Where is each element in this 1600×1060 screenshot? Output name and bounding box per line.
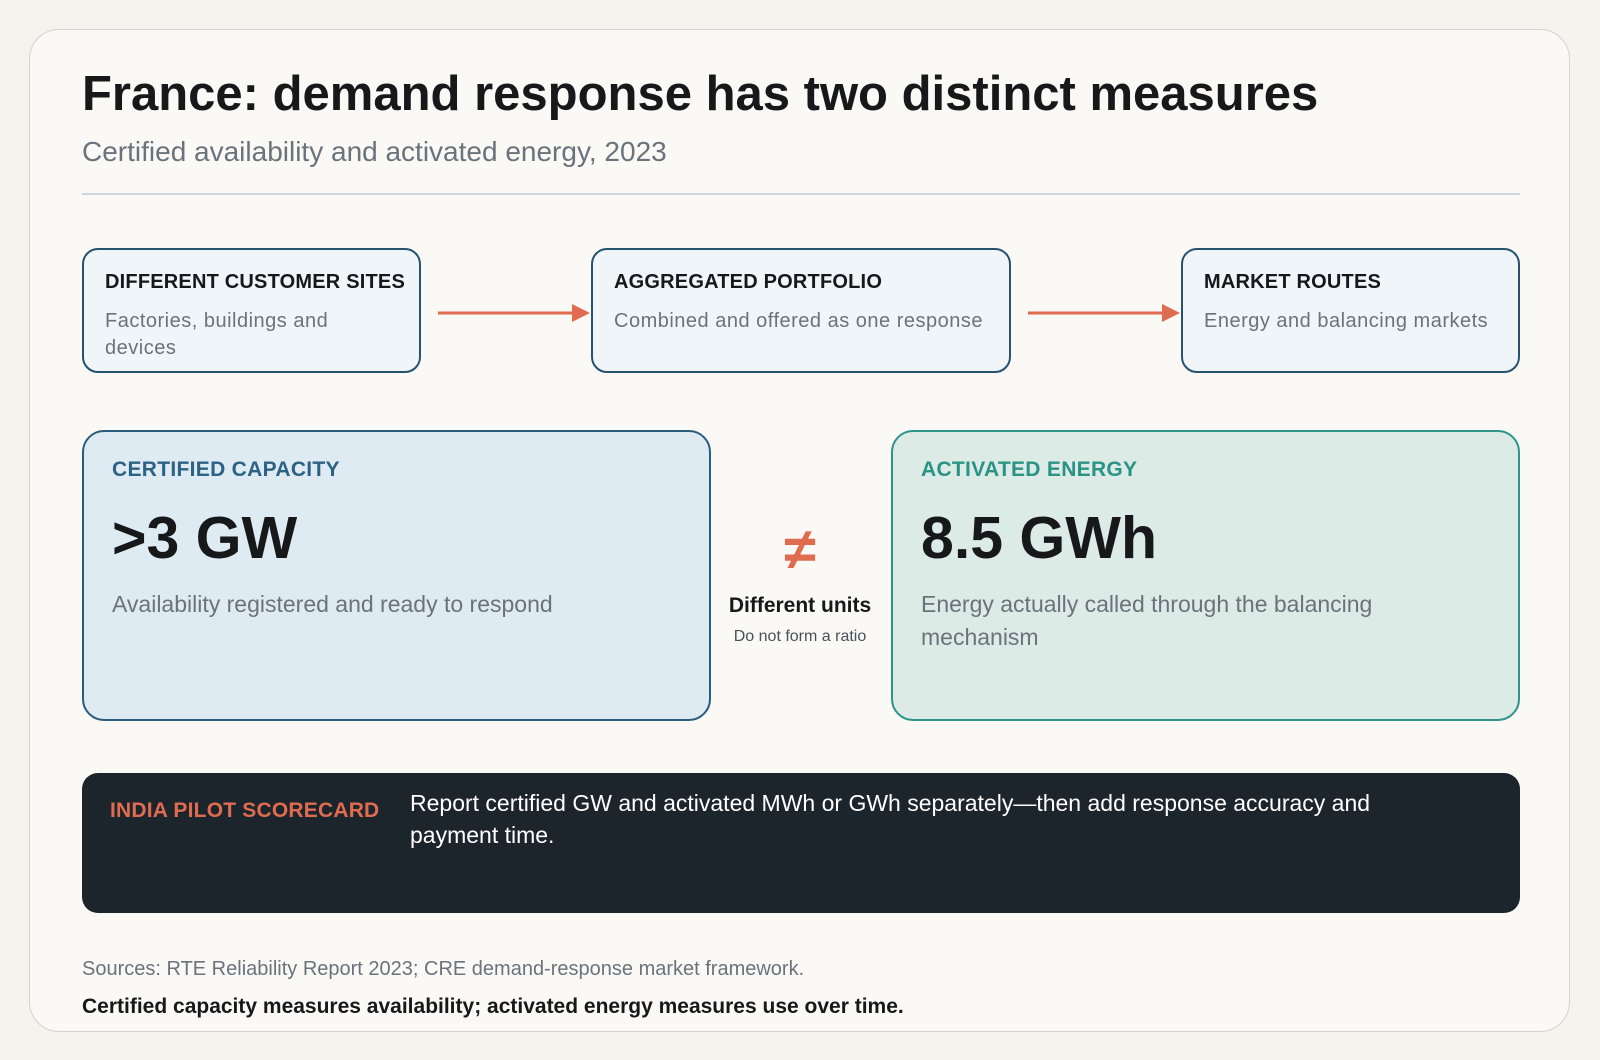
metric-label: ACTIVATED ENERGY — [921, 458, 1138, 481]
takeaway-note: Certified capacity measures availability… — [82, 995, 904, 1018]
flow-step-desc: Energy and balancing markets — [1204, 310, 1489, 332]
metric-value: 8.5 GWh — [921, 505, 1158, 571]
page-title: France: demand response has two distinct… — [82, 67, 1319, 121]
flow-step-market-routes: MARKET ROUTES Energy and balancing marke… — [1181, 248, 1520, 373]
page-subtitle: Certified availability and activated ene… — [82, 136, 667, 167]
scorecard-text: Report certified GW and activated MWh or… — [410, 790, 1371, 848]
flow-step-desc: Factories, buildings and devices — [105, 310, 329, 359]
flow-step-title: MARKET ROUTES — [1204, 271, 1382, 293]
right-arrow-icon — [1028, 304, 1180, 322]
india-pilot-scorecard: INDIA PILOT SCORECARD Report certified G… — [82, 773, 1520, 913]
metric-desc: Energy actually called through the balan… — [921, 591, 1373, 650]
sources-note: Sources: RTE Reliability Report 2023; CR… — [82, 958, 805, 980]
metric-desc: Availability registered and ready to res… — [112, 591, 553, 617]
metric-value: >3 GW — [112, 505, 298, 571]
comparison-block: ≠ Different units Do not form a ratio — [712, 520, 888, 646]
flow-step-customer-sites: DIFFERENT CUSTOMER SITES Factories, buil… — [82, 248, 421, 373]
flow-step-desc: Combined and offered as one response — [614, 310, 983, 332]
header-divider — [82, 193, 1520, 195]
comparison-note: Do not form a ratio — [733, 628, 867, 645]
not-equal-icon: ≠ — [784, 517, 816, 582]
flow-step-title: AGGREGATED PORTFOLIO — [614, 271, 883, 293]
comparison-title: Different units — [728, 594, 872, 617]
metric-label: CERTIFIED CAPACITY — [112, 458, 340, 481]
flow-step-aggregated-portfolio: AGGREGATED PORTFOLIO Combined and offere… — [591, 248, 1011, 373]
right-arrow-icon — [438, 304, 590, 322]
certified-capacity-panel: CERTIFIED CAPACITY >3 GW Availability re… — [82, 430, 711, 721]
activated-energy-panel: ACTIVATED ENERGY 8.5 GWh Energy actually… — [891, 430, 1520, 721]
scorecard-label: INDIA PILOT SCORECARD — [110, 799, 380, 822]
flow-step-title: DIFFERENT CUSTOMER SITES — [105, 271, 406, 293]
